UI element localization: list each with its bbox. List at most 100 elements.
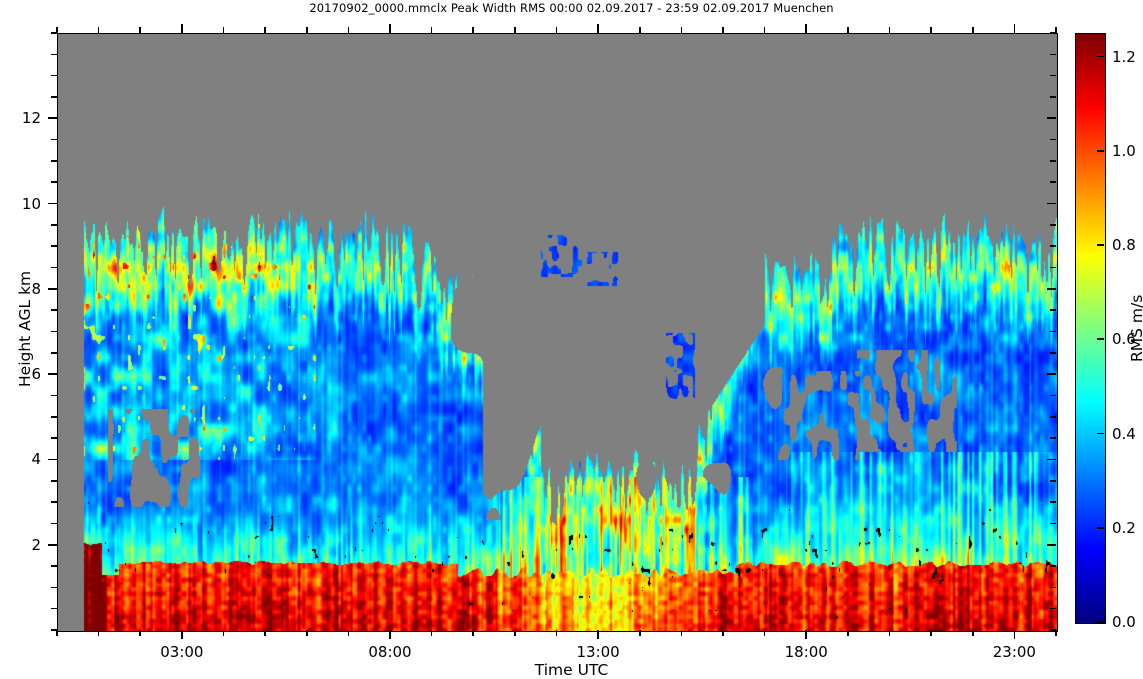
y-tick-label: 12 — [21, 109, 41, 128]
y-tick-right — [1050, 629, 1056, 631]
x-tick — [514, 630, 516, 636]
y-tick — [51, 245, 57, 247]
x-tick — [888, 630, 891, 636]
colorbar-tick — [1097, 526, 1104, 529]
x-tick-top — [805, 24, 808, 33]
y-tick-right — [1047, 117, 1056, 120]
y-tick — [48, 373, 57, 375]
y-tick-right — [1050, 565, 1056, 567]
y-tick-right — [1050, 181, 1056, 184]
plot-clip — [58, 34, 1057, 631]
x-tick-top — [888, 27, 891, 33]
x-tick-label: 18:00 — [784, 643, 828, 661]
x-tick — [472, 630, 475, 636]
x-tick-top — [305, 27, 308, 33]
y-tick-label: 8 — [31, 279, 41, 298]
y-tick-label: 10 — [21, 194, 41, 213]
x-tick — [305, 630, 308, 636]
x-tick-top — [638, 27, 641, 33]
y-tick-right — [1050, 74, 1056, 77]
y-tick — [51, 522, 57, 525]
x-tick-top — [847, 27, 849, 33]
y-tick — [51, 32, 57, 34]
radar-plot-area[interactable] — [57, 33, 1058, 632]
x-tick-top — [555, 27, 558, 33]
colorbar-tick-label: 0.4 — [1112, 424, 1136, 443]
x-tick — [222, 630, 225, 636]
x-tick-label: 13:00 — [576, 643, 620, 661]
x-tick — [1013, 630, 1016, 639]
x-tick — [722, 630, 724, 636]
colorbar-tick-label: 0.6 — [1112, 330, 1136, 349]
y-tick-right — [1047, 202, 1056, 205]
y-tick-right — [1050, 32, 1056, 34]
y-tick — [51, 309, 57, 311]
x-tick — [264, 630, 266, 636]
y-tick-right — [1050, 330, 1056, 333]
x-tick — [555, 630, 558, 636]
y-axis-title: Height AGL km — [16, 270, 34, 387]
y-tick — [48, 117, 57, 120]
x-tick — [597, 630, 599, 639]
x-axis-title: Time UTC — [534, 661, 609, 679]
colorbar-title: RMS m/s — [1128, 294, 1143, 362]
y-tick-label: 2 — [31, 535, 41, 554]
x-tick — [971, 630, 974, 636]
y-tick-label: 6 — [31, 365, 41, 384]
x-tick-top — [680, 27, 683, 33]
colorbar-tick — [1097, 432, 1104, 435]
y-tick-right — [1050, 352, 1056, 354]
y-tick-right — [1050, 53, 1056, 56]
x-tick-top — [1055, 27, 1057, 33]
y-tick — [51, 629, 57, 631]
y-tick — [51, 330, 57, 333]
y-tick — [51, 415, 57, 418]
x-tick-top — [597, 24, 599, 33]
x-tick-label: 23:00 — [992, 643, 1036, 661]
colorbar-tick-label: 1.2 — [1112, 47, 1136, 66]
colorbar-tick — [1097, 150, 1104, 152]
x-tick-top — [97, 27, 100, 33]
y-tick-right — [1047, 543, 1056, 546]
x-tick — [805, 630, 808, 639]
y-tick-right — [1050, 522, 1056, 525]
y-tick — [51, 96, 57, 98]
y-tick-right — [1050, 245, 1056, 247]
x-tick-top — [971, 27, 974, 33]
x-tick — [638, 630, 641, 636]
x-tick — [347, 630, 350, 636]
colorbar-tick — [1097, 55, 1104, 58]
x-tick-top — [139, 27, 142, 33]
y-tick-right — [1050, 138, 1056, 141]
y-tick — [51, 181, 57, 184]
y-tick-right — [1047, 288, 1056, 290]
x-tick-top — [1013, 24, 1016, 33]
x-tick-top — [763, 27, 766, 33]
y-tick — [51, 53, 57, 56]
y-tick — [51, 266, 57, 269]
y-tick-right — [1050, 479, 1056, 482]
x-tick — [1055, 630, 1057, 636]
colorbar[interactable] — [1075, 33, 1106, 624]
x-tick — [930, 630, 932, 636]
x-tick-top — [430, 27, 433, 33]
x-tick-top — [264, 27, 266, 33]
y-tick — [51, 501, 57, 503]
x-tick — [680, 630, 683, 636]
y-tick — [48, 458, 57, 461]
x-tick-top — [222, 27, 225, 33]
y-tick-right — [1050, 607, 1056, 610]
y-tick — [51, 138, 57, 141]
y-tick-right — [1050, 394, 1056, 397]
y-tick — [51, 74, 57, 77]
y-tick-right — [1047, 373, 1056, 375]
x-tick — [430, 630, 433, 636]
y-tick-right — [1050, 586, 1056, 589]
y-tick — [48, 543, 57, 546]
x-tick-top — [722, 27, 724, 33]
x-tick-top — [514, 27, 516, 33]
colorbar-tick-label: 0.0 — [1112, 613, 1136, 631]
y-tick — [51, 586, 57, 589]
x-tick — [139, 630, 142, 636]
y-tick-right — [1050, 266, 1056, 269]
